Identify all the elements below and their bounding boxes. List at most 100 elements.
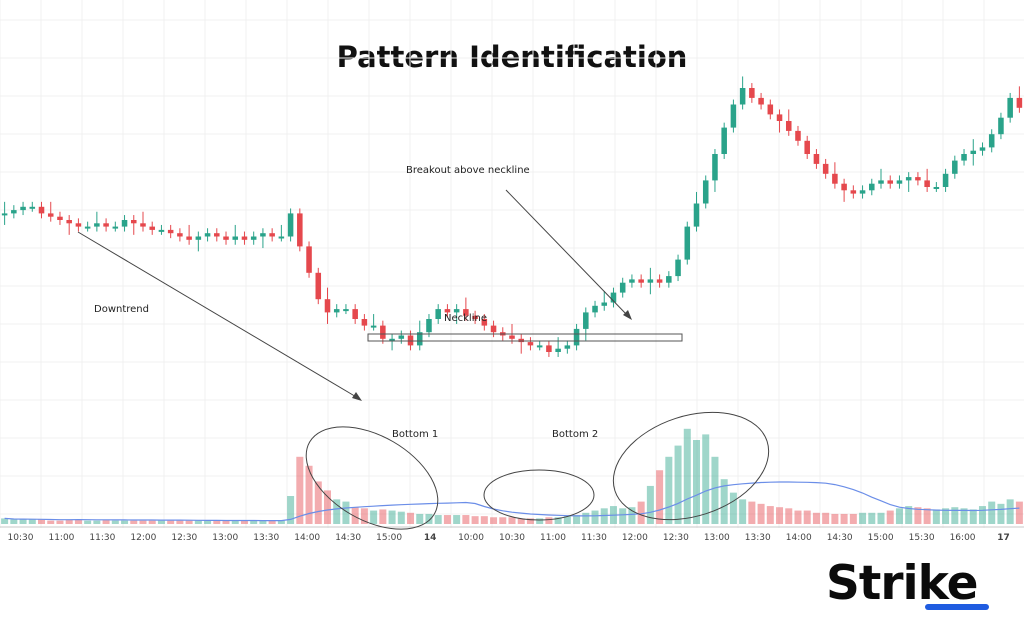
volume-bar <box>803 510 811 524</box>
volume-bar <box>333 499 341 524</box>
volume-bar <box>932 509 940 524</box>
candle-body <box>712 154 718 181</box>
x-tick-label: 13:00 <box>704 533 730 543</box>
volume-bar <box>554 517 562 524</box>
volume-bar <box>822 512 830 524</box>
x-tick-label: 12:00 <box>622 533 648 543</box>
candle-body <box>979 147 986 151</box>
volume-bar <box>914 507 922 524</box>
candle-body <box>841 183 847 191</box>
candle-body <box>942 173 949 187</box>
candle-body <box>573 328 580 346</box>
breakout-arrowhead <box>623 310 632 320</box>
volume-bar <box>407 512 415 524</box>
candle-body <box>158 229 165 232</box>
volume-bar <box>905 506 913 524</box>
volume-bar <box>665 456 673 524</box>
x-tick-label: 12:30 <box>171 533 197 543</box>
candle-body <box>1007 97 1013 118</box>
candle-body <box>905 177 912 181</box>
x-tick-label: 17 <box>997 533 1010 543</box>
volume-bar <box>416 513 424 524</box>
x-tick-label: 13:30 <box>253 533 279 543</box>
candle-body <box>804 140 810 154</box>
candle-body <box>776 114 783 121</box>
candle-body <box>38 206 45 214</box>
x-axis-ticks: 10:30 11:00 11:30 12:00 12:30 13:00 13:30 14:00… <box>8 533 1010 543</box>
volume-bar <box>831 513 839 524</box>
candle-body <box>232 236 239 240</box>
candle-body <box>352 309 358 319</box>
candle-body <box>758 97 764 105</box>
volume-bar <box>951 507 959 524</box>
candle-body <box>11 210 17 214</box>
volume-bar <box>277 520 285 524</box>
candle-body <box>684 226 691 260</box>
candle-body <box>702 180 709 204</box>
annotation-bottom2: Bottom 2 <box>552 429 598 440</box>
volume-bar <box>1006 499 1014 524</box>
candle-body <box>693 203 700 227</box>
x-tick-label: 11:00 <box>540 533 566 543</box>
candle-body <box>555 348 561 352</box>
candle-body <box>103 223 109 227</box>
volume-bar <box>250 520 258 524</box>
volume-bar <box>388 510 396 524</box>
candle-body <box>730 104 737 128</box>
candle-body <box>767 104 774 115</box>
neckline-box <box>367 333 683 342</box>
volume-bar <box>637 501 645 524</box>
volume-bar <box>923 508 931 524</box>
volume-bar <box>111 520 119 524</box>
volume-bar <box>240 520 248 524</box>
candle-body <box>453 309 460 313</box>
volume-bar <box>683 428 691 524</box>
chart-title: Pattern Identification <box>336 40 688 74</box>
candle-body <box>324 299 331 313</box>
volume-bar <box>453 515 461 524</box>
candle-body <box>481 319 488 326</box>
candle-body <box>140 223 146 227</box>
volume-bar <box>38 519 46 524</box>
candle-body <box>656 279 663 283</box>
candle-body <box>601 302 608 306</box>
candle-body <box>887 180 894 184</box>
candle-body <box>315 272 322 300</box>
volume-bar <box>480 516 488 524</box>
candle-body <box>961 154 967 161</box>
volume-bar <box>1015 501 1023 524</box>
volume-ellipse-1 <box>305 426 439 530</box>
candle-body <box>878 180 884 184</box>
x-tick-label: 13:00 <box>212 533 238 543</box>
volume-bar <box>185 520 193 524</box>
volume-bar <box>490 517 498 524</box>
candle-body <box>832 173 838 184</box>
candle-body <box>278 236 285 239</box>
volume-bar <box>868 512 876 524</box>
annotation-neckline: Neckline <box>444 313 487 324</box>
volume-bar <box>997 503 1005 524</box>
volume-bar <box>157 520 165 524</box>
volume-bar <box>840 513 848 524</box>
candle-body <box>610 292 617 303</box>
x-tick-label: 10:30 <box>8 533 34 543</box>
volume-bar <box>47 520 55 524</box>
candle-body <box>795 130 801 141</box>
candle-body <box>380 325 386 339</box>
candle-body <box>822 163 829 174</box>
candle-body <box>121 220 128 227</box>
candle-body <box>426 319 432 333</box>
candle-body <box>647 279 654 283</box>
candle-body <box>813 154 820 164</box>
candle-body <box>47 213 54 217</box>
volume-bar <box>167 520 175 524</box>
volume-bar <box>323 490 332 524</box>
candle-body <box>297 213 303 247</box>
candle-body <box>186 236 192 240</box>
volume-bar <box>702 434 710 524</box>
volume-bar <box>656 470 664 524</box>
volume-ellipse-2 <box>483 469 595 521</box>
volume-bar <box>148 520 156 524</box>
strike-logo: Strike <box>826 556 978 611</box>
volume-bar <box>287 496 295 524</box>
